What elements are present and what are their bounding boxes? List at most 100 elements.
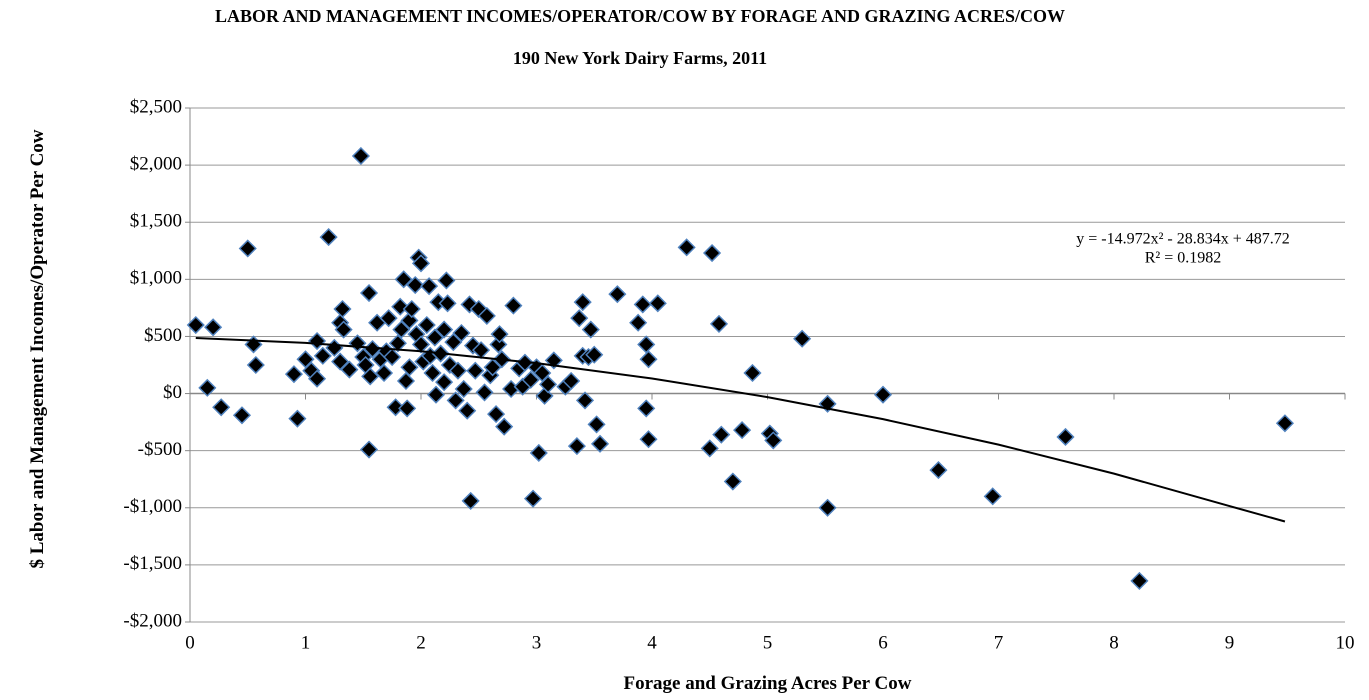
point (490, 325, 509, 344)
point (307, 369, 327, 388)
point (383, 347, 402, 367)
point (374, 363, 394, 383)
point (435, 373, 454, 392)
point (359, 440, 379, 459)
y-tick-label: -$500 (138, 439, 182, 460)
point (331, 352, 350, 371)
point (400, 358, 419, 377)
point (1130, 571, 1149, 590)
point (232, 406, 252, 425)
point (437, 271, 456, 290)
point (244, 335, 263, 354)
point (637, 399, 656, 418)
point (444, 333, 463, 352)
annotation-bg (1030, 228, 1330, 270)
point (340, 360, 359, 379)
point (529, 443, 548, 463)
point (411, 335, 431, 354)
point (319, 228, 338, 247)
point (446, 391, 465, 410)
y-tick-label: -$2,000 (123, 610, 182, 631)
point (246, 355, 265, 375)
point (818, 498, 837, 517)
point (454, 379, 473, 399)
point (567, 437, 586, 456)
x-tick-label: 6 (878, 632, 888, 653)
point (398, 399, 417, 418)
point (585, 345, 604, 364)
point (379, 309, 398, 328)
point (983, 487, 1002, 506)
point (406, 275, 425, 295)
y-tick-label: -$1,500 (123, 553, 182, 574)
point (818, 394, 837, 413)
point (238, 239, 257, 258)
point (702, 244, 722, 263)
point (477, 306, 496, 325)
point (793, 329, 812, 348)
point (466, 361, 485, 380)
point (458, 401, 477, 420)
point (334, 320, 353, 339)
point (637, 335, 656, 354)
y-tick-label: $2,000 (130, 153, 182, 174)
y-tick-label: $1,000 (130, 268, 182, 289)
point (677, 238, 696, 257)
point (386, 398, 405, 417)
trend-equation: y = -14.972x² - 28.834x + 487.72 (1076, 231, 1290, 248)
y-tick-label: -$1,000 (123, 496, 182, 517)
point (198, 378, 217, 397)
x-tick-label: 9 (1225, 632, 1235, 653)
point (396, 371, 416, 391)
y-axis-label: $ Labor and Management Incomes/Operator … (27, 129, 48, 569)
point (639, 350, 658, 369)
y-tick-label: $2,500 (130, 96, 182, 117)
point (495, 417, 514, 436)
point (712, 425, 731, 444)
x-tick-label: 10 (1336, 632, 1355, 653)
point (186, 315, 205, 335)
point (435, 320, 454, 339)
point (570, 309, 589, 328)
point (504, 296, 523, 315)
point (523, 489, 543, 508)
x-tick-label: 7 (994, 632, 1004, 653)
x-tick-label: 5 (763, 632, 773, 653)
point (417, 315, 436, 335)
point (764, 431, 783, 450)
point (1056, 427, 1075, 447)
point (608, 285, 627, 304)
point (489, 335, 508, 354)
point (420, 277, 439, 296)
point (284, 365, 304, 384)
point (425, 328, 444, 347)
trend-r-squared: R² = 0.1982 (1145, 250, 1222, 267)
x-tick-label: 8 (1109, 632, 1119, 653)
point (391, 297, 410, 316)
point (448, 361, 468, 380)
point (533, 363, 552, 383)
point (359, 283, 379, 303)
point (351, 146, 371, 166)
point (392, 320, 411, 339)
point (562, 371, 581, 391)
point (873, 385, 893, 404)
point (590, 434, 610, 453)
point (204, 318, 223, 337)
point (573, 293, 592, 312)
chart-subtitle: 190 New York Dairy Farms, 2011 (512, 48, 768, 68)
point (400, 311, 419, 330)
point (475, 383, 494, 402)
point (581, 320, 600, 339)
point (411, 254, 431, 273)
point (296, 350, 315, 369)
point (363, 339, 382, 359)
point (426, 385, 446, 404)
point (538, 375, 558, 394)
point (733, 421, 752, 440)
point (587, 415, 606, 434)
point (307, 331, 327, 351)
point (575, 391, 595, 410)
x-tick-label: 2 (416, 632, 426, 653)
